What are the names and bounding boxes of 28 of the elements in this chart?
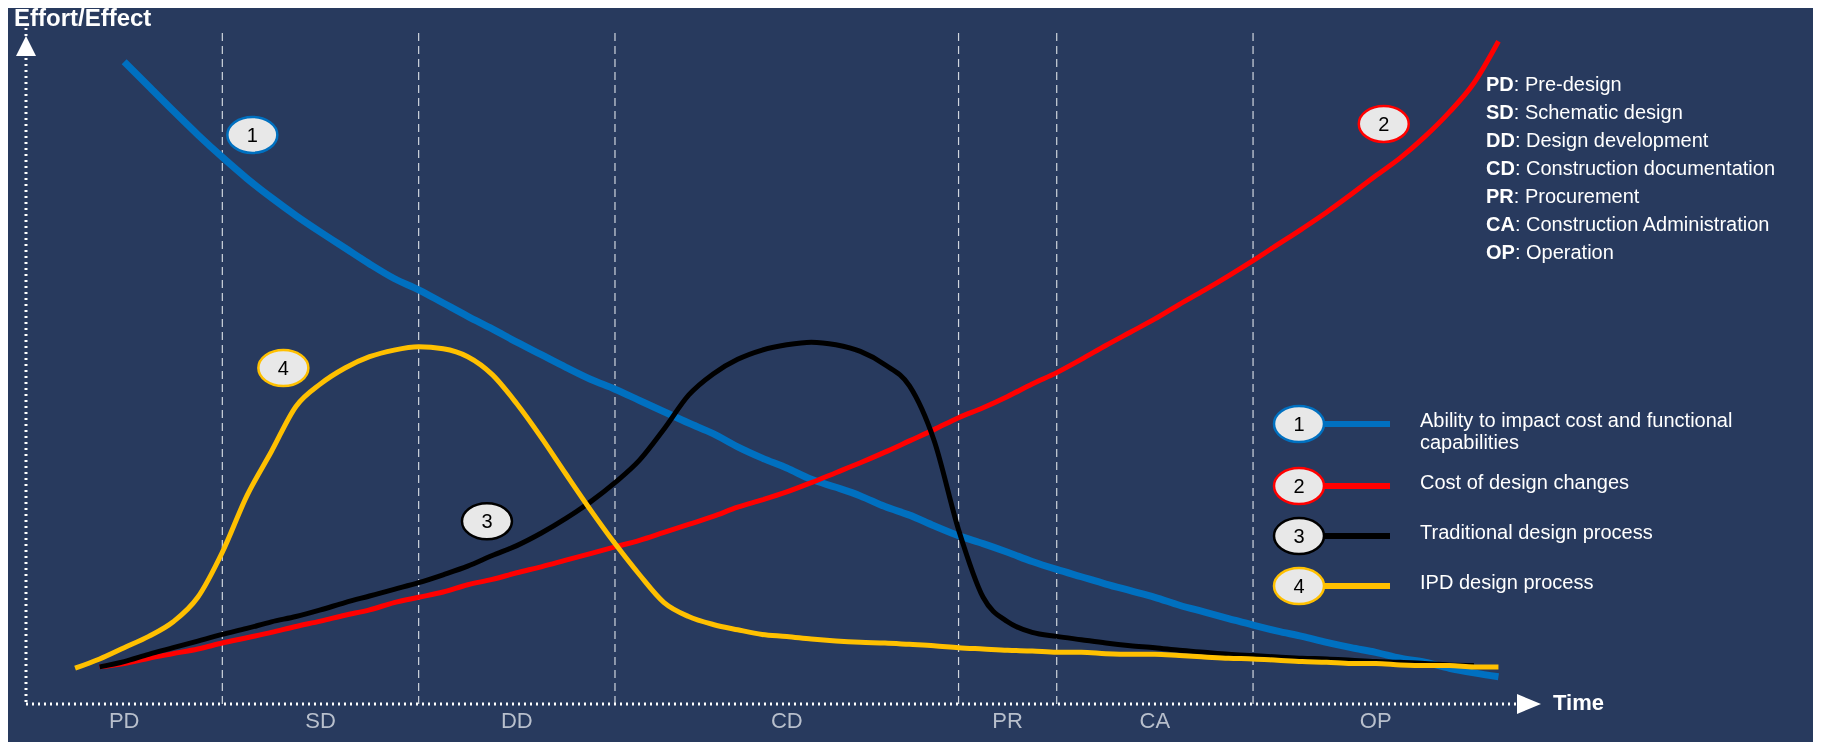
annotation: PD: Pre-design: [1486, 72, 1623, 97]
legend-label: Cost of design changes: [1420, 471, 1631, 493]
annotation: CD: Construction documentation: [1486, 156, 1776, 181]
annotation: 4: [277, 357, 289, 380]
annotation: 3: [481, 510, 493, 533]
annotation: DD: Design development: [1486, 128, 1710, 153]
x-tick-label: OP: [1359, 707, 1392, 733]
annotation: 2: [1378, 112, 1390, 135]
legend-label: Ability to impact cost and functional capabilities: [1420, 409, 1734, 453]
annotation: 1: [246, 123, 258, 146]
y-axis-title: Effort/Effect: [14, 4, 152, 32]
text: 3: [1293, 525, 1305, 547]
x-tick-label: PR: [992, 707, 1023, 733]
annotation: CA: Construction Administration: [1486, 212, 1771, 237]
x-tick-label: DD: [500, 707, 533, 733]
x-tick-label: PD: [108, 707, 140, 733]
text: 2: [1293, 475, 1305, 497]
annotation: SD: Schematic design: [1486, 100, 1684, 125]
x-tick-label: SD: [305, 707, 336, 733]
x-tick-label: CA: [1139, 707, 1171, 733]
x-tick-label: CD: [770, 707, 803, 733]
text: 4: [1293, 575, 1305, 597]
legend-label: Traditional design process: [1420, 521, 1654, 543]
annotation: PR: Procurement: [1486, 184, 1641, 209]
annotation: OP: Operation: [1486, 240, 1615, 265]
x-axis-title: Time: [1553, 690, 1604, 716]
text: 1: [1293, 413, 1305, 435]
legend-label: IPD design process: [1420, 571, 1595, 593]
